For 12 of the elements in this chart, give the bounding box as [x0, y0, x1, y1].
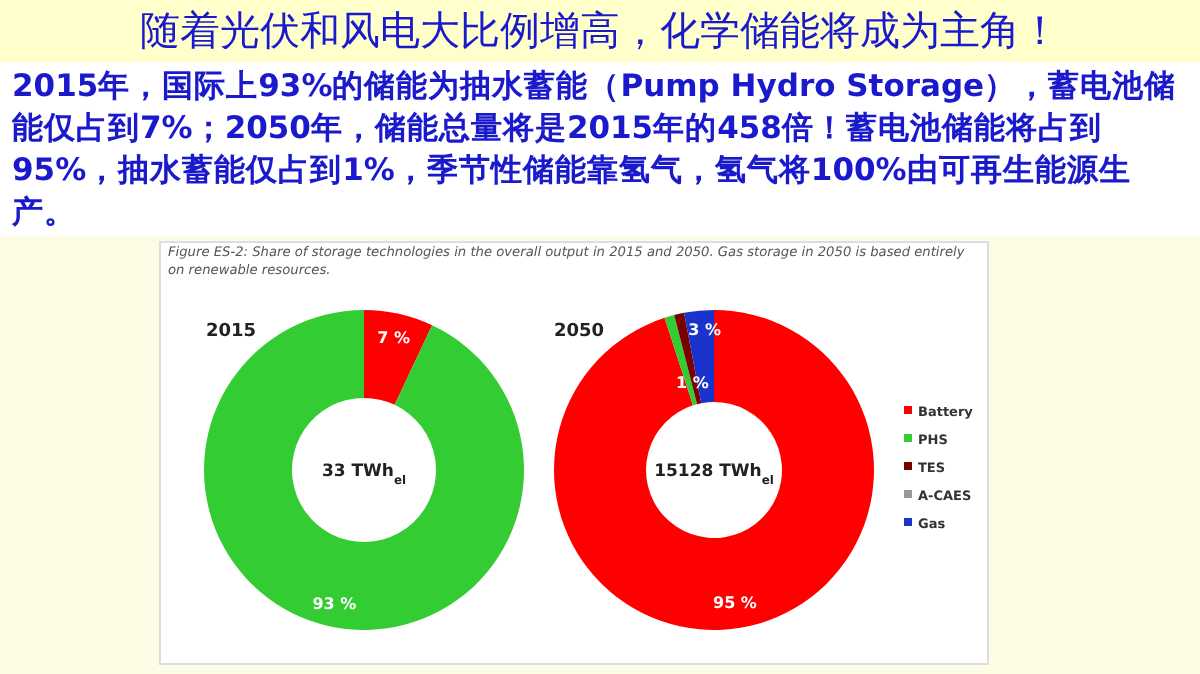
text: 随着光伏和风电大比例增高，化学储能将成为主角！ [0, 0, 1200, 62]
data-label: 93 % [312, 594, 357, 613]
data-label: 7 % [377, 329, 411, 348]
donut-slice [364, 310, 433, 405]
text: 2015 [206, 322, 257, 342]
text: 2050 [554, 322, 605, 342]
text: 2015年，国际上93%的储能为抽水蓄能（Pump Hydro Storage），蓄电池储能仅占到7%；2050年，储能总量将是2015年的458倍！蓄电池储能将占到95%，抽水蓄能仅占到1%，季节性储能靠氢气，氢气将100%由可再生能源生产。 [12, 66, 1179, 234]
donut-slice [204, 310, 524, 630]
text: 33 TWh$_{el}$ [321, 462, 407, 487]
data-label: 95 % [713, 594, 757, 613]
text: 15128 TWh$_{el}$ [654, 462, 774, 487]
donut-slice [554, 310, 874, 630]
